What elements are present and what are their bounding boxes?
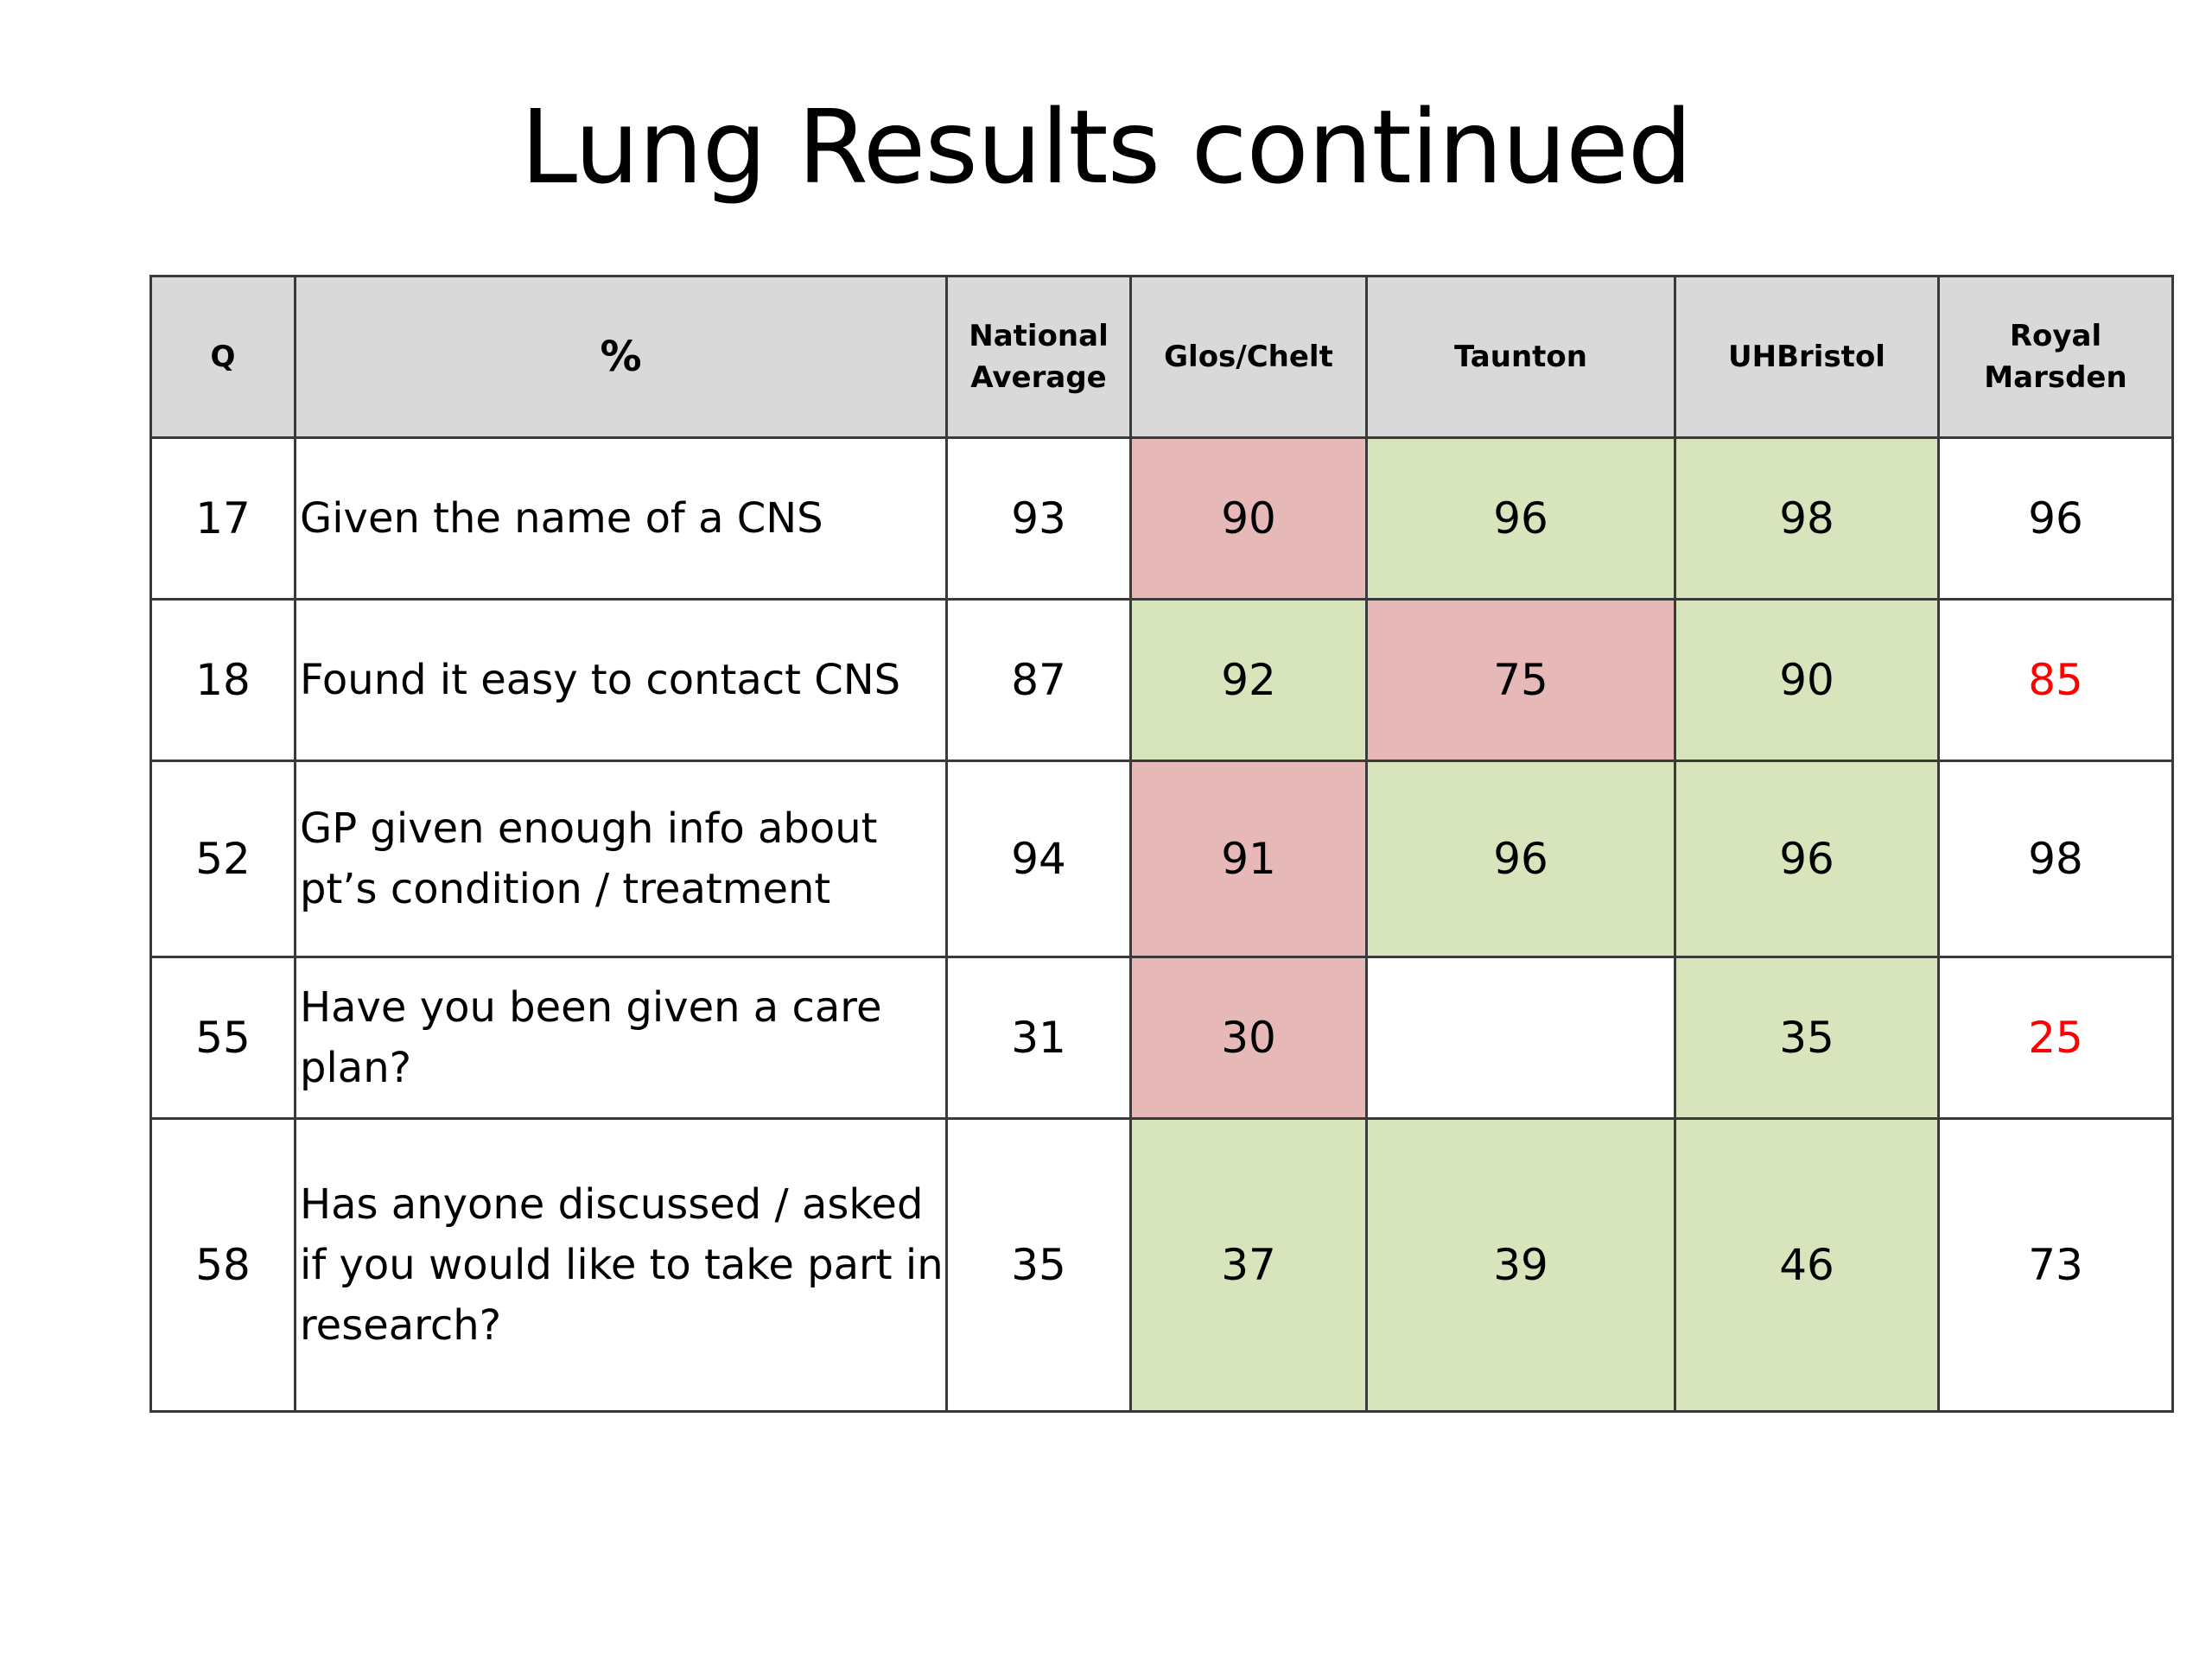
question-number: 17 [149, 436, 296, 601]
question-number: 18 [149, 598, 296, 762]
national-average-value: 94 [945, 760, 1132, 958]
question-number: 58 [149, 1117, 296, 1413]
national-average-value: 35 [945, 1117, 1132, 1413]
taunton-value [1365, 956, 1676, 1120]
royal-marsden-value: 73 [1937, 1117, 2174, 1413]
header-percent: % [294, 275, 948, 439]
royal-marsden-value: 85 [1937, 598, 2174, 762]
uhbristol-value: 96 [1674, 760, 1940, 958]
national-average-value: 87 [945, 598, 1132, 762]
taunton-value: 39 [1365, 1117, 1676, 1413]
national-average-value: 93 [945, 436, 1132, 601]
glos-chelt-value: 90 [1129, 436, 1368, 601]
table-row: 55 Have you been given a care plan? 31 3… [149, 956, 2174, 1120]
glos-chelt-value: 91 [1129, 760, 1368, 958]
national-average-value: 31 [945, 956, 1132, 1120]
taunton-value: 96 [1365, 436, 1676, 601]
question-text: Have you been given a care plan? [294, 956, 948, 1120]
royal-marsden-value: 98 [1937, 760, 2174, 958]
table-row: 58 Has anyone discussed / asked if you w… [149, 1117, 2174, 1413]
question-number: 55 [149, 956, 296, 1120]
uhbristol-value: 46 [1674, 1117, 1940, 1413]
table-row: 18 Found it easy to contact CNS 87 92 75… [149, 598, 2174, 762]
glos-chelt-value: 92 [1129, 598, 1368, 762]
table-row: 52 GP given enough info about pt’s condi… [149, 760, 2174, 958]
question-text: Found it easy to contact CNS [294, 598, 948, 762]
header-taunton: Taunton [1365, 275, 1676, 439]
uhbristol-value: 90 [1674, 598, 1940, 762]
glos-chelt-value: 37 [1129, 1117, 1368, 1413]
header-glos-chelt: Glos/Chelt [1129, 275, 1368, 439]
header-uhbristol: UHBristol [1674, 275, 1940, 439]
royal-marsden-value: 96 [1937, 436, 2174, 601]
uhbristol-value: 98 [1674, 436, 1940, 601]
header-q: Q [149, 275, 296, 439]
taunton-value: 75 [1365, 598, 1676, 762]
royal-marsden-value: 25 [1937, 956, 2174, 1120]
question-number: 52 [149, 760, 296, 958]
results-table: Q % National Average Glos/Chelt Taunton … [149, 275, 2174, 1413]
uhbristol-value: 35 [1674, 956, 1940, 1120]
header-royal-marsden: Royal Marsden [1937, 275, 2174, 439]
table-row: 17 Given the name of a CNS 93 90 96 98 9… [149, 436, 2174, 601]
header-national-average: National Average [945, 275, 1132, 439]
question-text: Given the name of a CNS [294, 436, 948, 601]
header-row: Q % National Average Glos/Chelt Taunton … [149, 275, 2174, 439]
question-text: GP given enough info about pt’s conditio… [294, 760, 948, 958]
taunton-value: 96 [1365, 760, 1676, 958]
question-text: Has anyone discussed / asked if you woul… [294, 1117, 948, 1413]
slide-title: Lung Results continued [520, 87, 1692, 207]
glos-chelt-value: 30 [1129, 956, 1368, 1120]
